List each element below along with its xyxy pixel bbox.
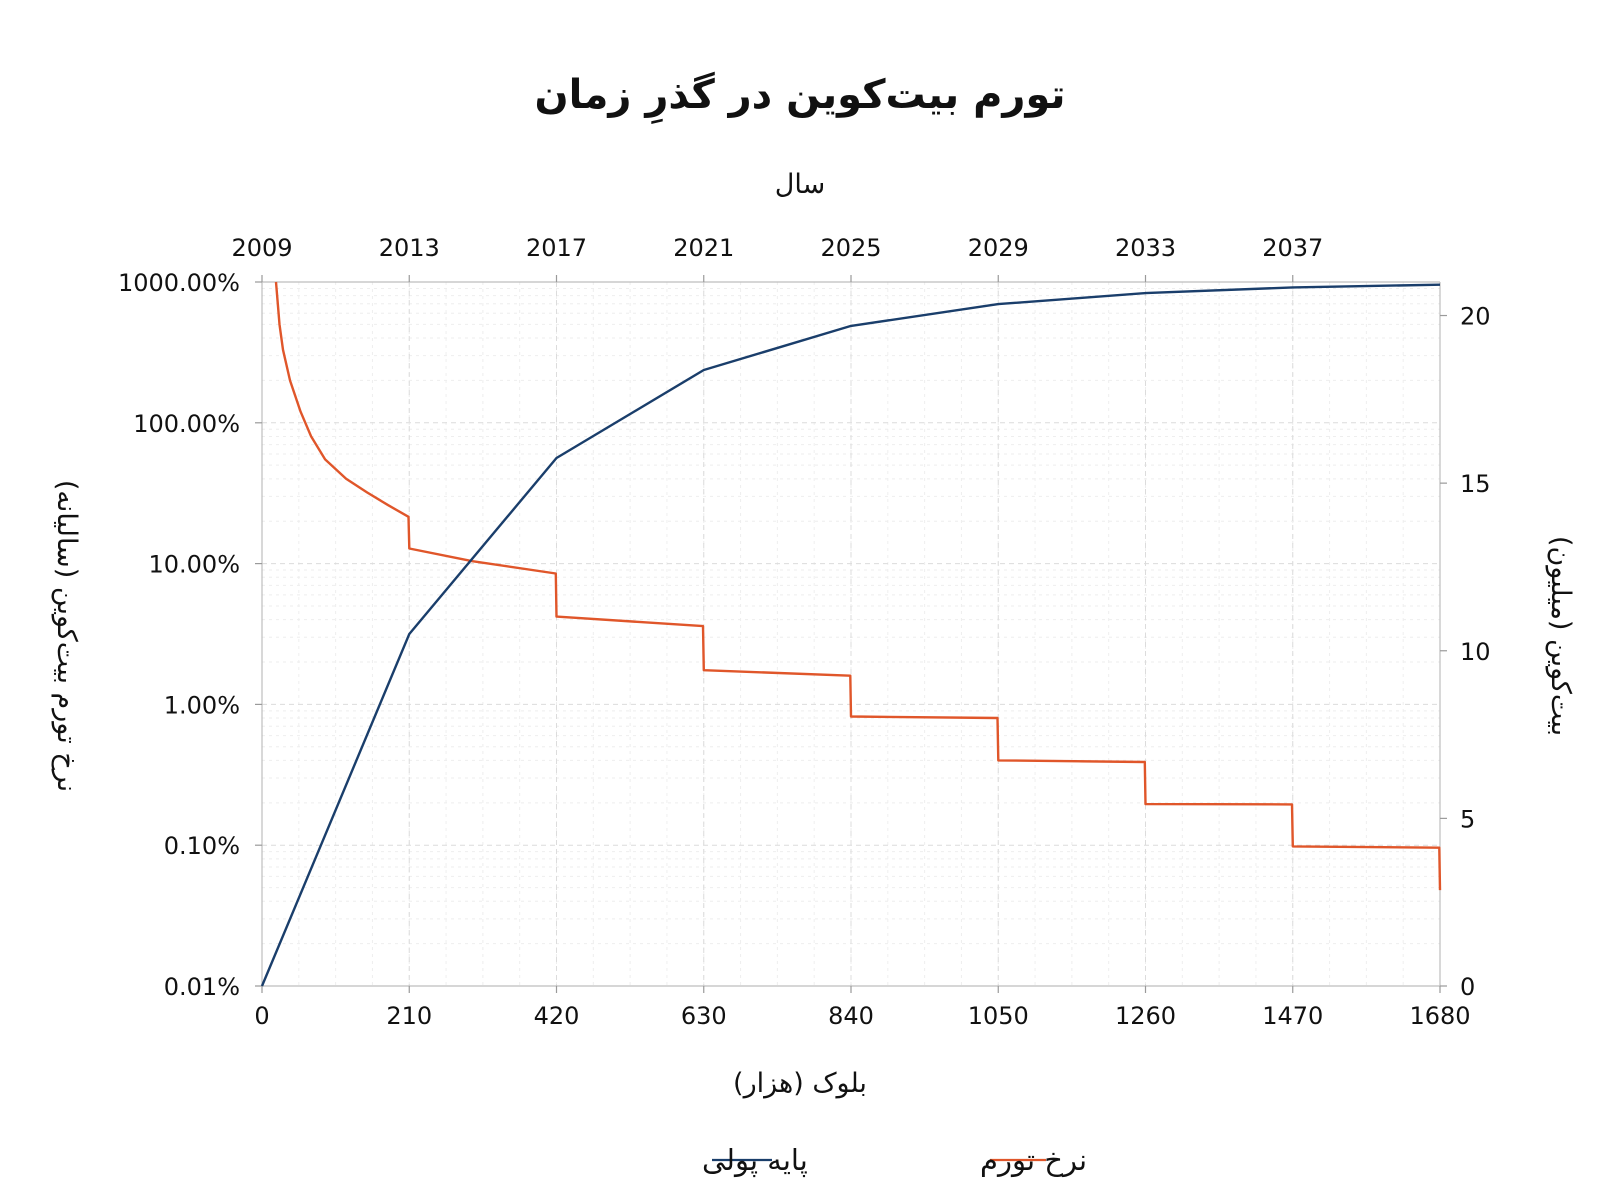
- left-tick-label: 10.00%: [148, 551, 240, 579]
- axes: [255, 275, 1447, 993]
- x-tick-label: 630: [681, 1002, 727, 1030]
- left-axis-label: نرخ تورم بیت‌کوین (سالیانه): [51, 480, 82, 792]
- x-axis-label: بلوک (هزار): [733, 1068, 867, 1099]
- legend: نرخ تورم پایه پولی: [702, 1143, 1087, 1178]
- legend-label-money-supply: پایه پولی: [702, 1143, 808, 1178]
- x-tick-label: 420: [534, 1002, 580, 1030]
- left-tick-label: 1000.00%: [118, 269, 240, 297]
- right-tick-label: 0: [1460, 973, 1475, 1001]
- grid-lines: [261, 281, 1441, 987]
- top-tick-label: 2013: [379, 234, 440, 262]
- left-tick-label: 0.10%: [164, 832, 240, 860]
- top-tick-label: 2037: [1262, 234, 1323, 262]
- inflation-rate-line: [274, 281, 1442, 891]
- money-supply-line: [260, 283, 1441, 987]
- x-tick-label: 0: [254, 1002, 269, 1030]
- x-tick-label: 1050: [968, 1002, 1029, 1030]
- top-tick-label: 2029: [968, 234, 1029, 262]
- x-tick-label: 210: [386, 1002, 432, 1030]
- series-lines: [260, 281, 1442, 987]
- x-tick-label: 1680: [1409, 1002, 1470, 1030]
- top-tick-label: 2033: [1115, 234, 1176, 262]
- top-tick-label: 2025: [820, 234, 881, 262]
- right-tick-label: 5: [1460, 805, 1475, 833]
- top-axis-label: سال: [775, 169, 825, 200]
- x-tick-label: 1470: [1262, 1002, 1323, 1030]
- x-tick-label: 1260: [1115, 1002, 1176, 1030]
- left-tick-label: 1.00%: [164, 691, 240, 719]
- right-axis-label: بیت‌کوین (میلیون): [1545, 536, 1576, 736]
- x-tick-label: 840: [828, 1002, 874, 1030]
- left-tick-label: 0.01%: [164, 973, 240, 1001]
- top-tick-label: 2021: [673, 234, 734, 262]
- top-tick-label: 2009: [231, 234, 292, 262]
- right-tick-label: 15: [1460, 470, 1491, 498]
- left-tick-label: 100.00%: [133, 410, 240, 438]
- right-tick-label: 10: [1460, 638, 1491, 666]
- chart-title: تورم بیت‌کوین در گذرِ زمان: [534, 71, 1065, 125]
- legend-label-inflation: نرخ تورم: [980, 1143, 1087, 1177]
- top-tick-label: 2017: [526, 234, 587, 262]
- right-tick-label: 20: [1460, 303, 1491, 331]
